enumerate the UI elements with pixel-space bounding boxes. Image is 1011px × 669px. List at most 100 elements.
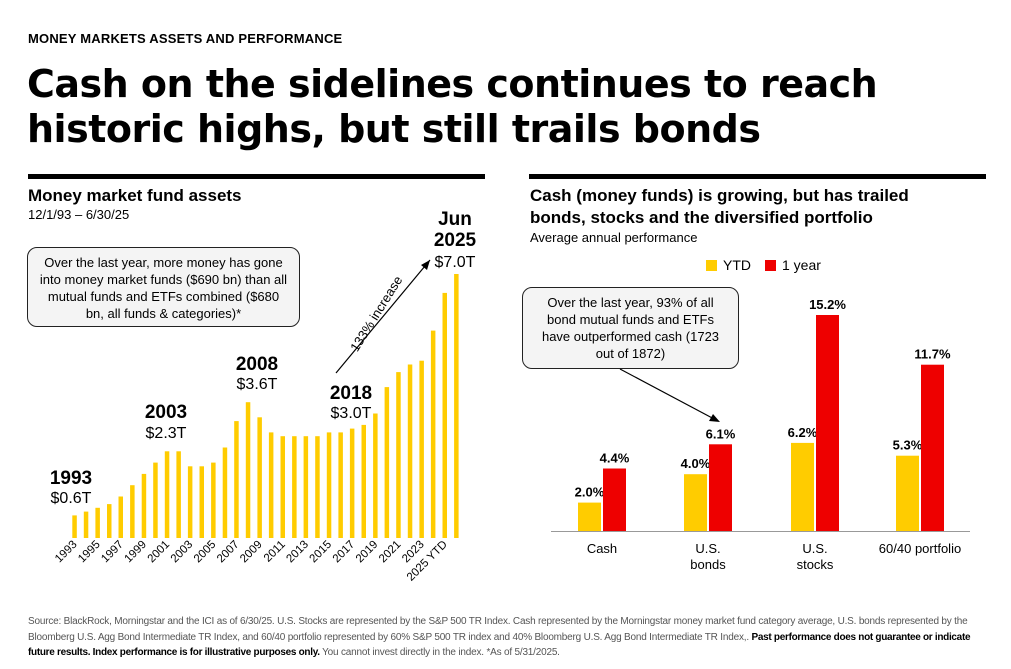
asset-bar xyxy=(454,274,459,538)
asset-bar xyxy=(199,466,204,538)
data-label: 6.2% xyxy=(788,425,818,440)
footnote: Source: BlackRock, Morningstar and the I… xyxy=(28,614,988,661)
annotation-value: $3.0T xyxy=(331,405,372,422)
annotation-year: 2008 xyxy=(236,354,278,375)
perf-bar xyxy=(709,444,732,531)
asset-bar xyxy=(280,436,285,538)
asset-bar xyxy=(268,432,274,538)
asset-bar xyxy=(442,292,447,538)
x-tick-label: 2019 xyxy=(354,539,381,566)
asset-bar xyxy=(234,421,239,538)
callout-arrow-line xyxy=(619,368,717,421)
asset-bar xyxy=(396,372,401,538)
callout-arrow-head xyxy=(709,414,720,422)
asset-bar xyxy=(176,451,181,538)
perf-bar xyxy=(684,474,707,531)
asset-bar xyxy=(187,466,193,538)
asset-bar xyxy=(164,451,170,538)
data-label: 2.0% xyxy=(575,485,605,500)
x-tick-label: 2021 xyxy=(377,539,404,566)
x-tick-label: 2011 xyxy=(262,539,288,565)
category-label: U.S. xyxy=(695,541,720,556)
x-tick-label: 1997 xyxy=(99,539,126,566)
asset-bar xyxy=(303,436,309,538)
x-tick-label: 2015 xyxy=(308,539,335,566)
asset-bar xyxy=(384,387,390,538)
legend-label-ytd: YTD xyxy=(723,257,751,273)
annotation-value: $0.6T xyxy=(51,490,92,507)
perf-bar xyxy=(816,315,839,531)
asset-bar xyxy=(141,473,147,538)
asset-bar xyxy=(326,432,332,538)
x-tick-label: 2007 xyxy=(215,539,242,566)
annotation-value: $7.0T xyxy=(435,254,476,271)
chart-legend: YTD 1 year xyxy=(706,257,821,273)
x-tick-label: 2017 xyxy=(331,539,358,566)
asset-bar xyxy=(361,424,366,538)
annotation-value: $3.6T xyxy=(237,376,278,393)
asset-bar xyxy=(83,511,89,538)
asset-bar xyxy=(338,432,343,538)
perf-bar xyxy=(603,468,626,531)
perf-bar xyxy=(921,364,944,531)
asset-bar xyxy=(315,436,320,538)
x-tick-label: 1995 xyxy=(76,539,103,566)
page-headline: Cash on the sidelines continues to reach… xyxy=(27,62,878,151)
annotation-year: 2025 xyxy=(434,230,477,251)
perf-bar xyxy=(791,442,814,531)
asset-bar xyxy=(72,515,77,538)
asset-bar xyxy=(118,496,123,538)
asset-bar xyxy=(292,436,297,538)
x-tick-label: 2001 xyxy=(146,539,173,566)
asset-bar xyxy=(373,413,378,538)
category-label: U.S. xyxy=(802,541,827,556)
right-callout: Over the last year, 93% of all bond mutu… xyxy=(522,287,739,369)
asset-bar xyxy=(407,364,413,538)
left-callout: Over the last year, more money has gone … xyxy=(27,247,300,327)
x-tick-label: 1999 xyxy=(122,539,149,566)
asset-bar xyxy=(95,507,100,538)
left-panel-title: Money market fund assets xyxy=(28,186,242,205)
x-tick-label: 1993 xyxy=(53,539,80,566)
footnote-disclaimer: Past performance does not guarantee or i… xyxy=(28,631,971,659)
category-label: Cash xyxy=(587,541,617,556)
annotation-year: Jun xyxy=(438,209,472,230)
right-panel-title-line2: bonds, stocks and the diversified portfo… xyxy=(530,208,873,227)
asset-bar xyxy=(419,360,424,538)
perf-bar xyxy=(896,455,919,531)
asset-bar xyxy=(107,504,112,538)
left-panel-subtitle: 12/1/93 – 6/30/25 xyxy=(28,207,130,222)
left-panel-rule xyxy=(28,174,485,179)
asset-bar xyxy=(349,428,355,538)
x-tick-label: 2013 xyxy=(284,539,311,566)
asset-bar xyxy=(130,485,135,538)
asset-bar xyxy=(245,402,251,538)
right-panel-title-line1: Cash (money funds) is growing, but has t… xyxy=(530,186,909,205)
growth-arrow-head xyxy=(421,260,430,270)
category-label: stocks xyxy=(797,557,834,572)
perf-bar xyxy=(578,502,601,531)
footnote-tail: You cannot invest directly in the index.… xyxy=(322,647,560,658)
data-label: 5.3% xyxy=(893,438,923,453)
data-label: 6.1% xyxy=(706,426,736,441)
legend-swatch-1year xyxy=(765,259,776,271)
x-tick-label: 2003 xyxy=(169,539,196,566)
x-tick-label: 2005 xyxy=(192,539,219,566)
legend-label-1year: 1 year xyxy=(782,257,821,273)
asset-bar xyxy=(257,417,262,538)
asset-bar xyxy=(211,462,216,538)
right-panel-rule xyxy=(529,174,986,179)
legend-swatch-ytd xyxy=(706,259,717,271)
annotation-year: 2018 xyxy=(330,383,372,404)
annotation-year: 1993 xyxy=(50,468,92,489)
asset-bar xyxy=(430,330,436,538)
x-tick-label: 2009 xyxy=(238,539,265,566)
data-label: 11.7% xyxy=(914,347,951,362)
annotation-year: 2003 xyxy=(145,402,187,423)
growth-arrow-line xyxy=(335,259,431,374)
asset-bar xyxy=(153,462,158,538)
growth-label: 133% increase xyxy=(347,273,405,354)
data-label: 4.0% xyxy=(681,456,711,471)
eyebrow-label: MONEY MARKETS ASSETS AND PERFORMANCE xyxy=(28,31,343,46)
